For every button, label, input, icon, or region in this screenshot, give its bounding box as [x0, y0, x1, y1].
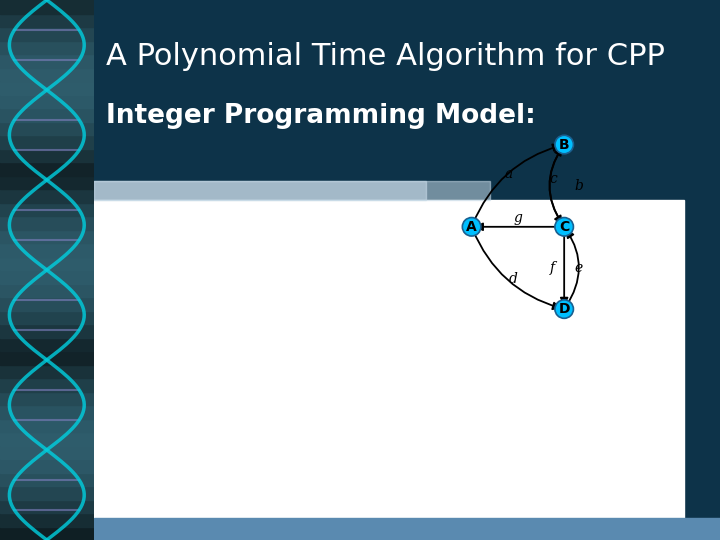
- Bar: [94, 200, 684, 518]
- Bar: [0, 148, 94, 162]
- Circle shape: [555, 135, 573, 154]
- Bar: [0, 135, 94, 148]
- Bar: [0, 432, 94, 445]
- Bar: [0, 27, 94, 40]
- Bar: [0, 526, 94, 540]
- Bar: [0, 392, 94, 405]
- Bar: [0, 256, 94, 270]
- Bar: [0, 513, 94, 526]
- Bar: [0, 108, 94, 122]
- Bar: [0, 176, 94, 189]
- Bar: [0, 405, 94, 418]
- Bar: [0, 40, 94, 54]
- Text: e: e: [575, 261, 582, 275]
- Text: B: B: [559, 138, 570, 152]
- Text: g: g: [513, 211, 522, 225]
- Bar: [0, 472, 94, 486]
- Bar: [0, 202, 94, 216]
- Bar: [0, 310, 94, 324]
- Bar: [0, 378, 94, 392]
- Bar: [0, 324, 94, 338]
- Text: b: b: [574, 179, 583, 193]
- Bar: [0, 338, 94, 351]
- Text: a: a: [505, 167, 513, 181]
- Bar: [0, 94, 94, 108]
- Bar: [0, 54, 94, 68]
- Bar: [0, 14, 94, 27]
- Bar: [0, 446, 94, 459]
- Bar: [0, 364, 94, 378]
- Bar: [0, 243, 94, 256]
- Bar: [0, 216, 94, 229]
- Text: C: C: [559, 220, 570, 234]
- Text: Integer Programming Model:: Integer Programming Model:: [106, 103, 536, 129]
- Bar: [0, 486, 94, 500]
- Bar: [0, 500, 94, 513]
- Circle shape: [555, 300, 573, 319]
- Text: d: d: [508, 272, 517, 286]
- Bar: [0, 68, 94, 81]
- Bar: [94, 181, 490, 200]
- Bar: [0, 270, 94, 284]
- Circle shape: [462, 218, 481, 236]
- Bar: [0, 297, 94, 310]
- Bar: [94, 518, 720, 540]
- Bar: [0, 230, 94, 243]
- Bar: [0, 351, 94, 364]
- Bar: [0, 0, 94, 14]
- Bar: [0, 459, 94, 472]
- Circle shape: [555, 218, 573, 236]
- Bar: [81, 181, 426, 200]
- Text: A Polynomial Time Algorithm for CPP: A Polynomial Time Algorithm for CPP: [106, 42, 665, 71]
- Text: A: A: [467, 220, 477, 234]
- Bar: [0, 189, 94, 202]
- Text: f: f: [550, 261, 555, 275]
- Bar: [0, 81, 94, 94]
- Bar: [0, 418, 94, 432]
- Bar: [0, 122, 94, 135]
- Text: c: c: [549, 172, 557, 186]
- Bar: [0, 284, 94, 297]
- Text: D: D: [559, 302, 570, 316]
- Bar: [0, 162, 94, 176]
